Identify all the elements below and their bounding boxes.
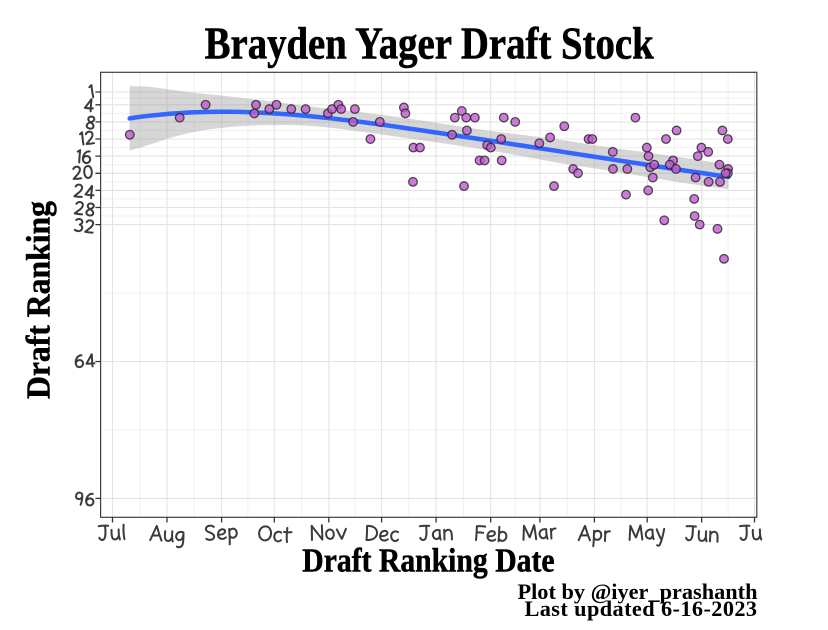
svg-text:Brayden Yager Draft Stock: Brayden Yager Draft Stock [205, 18, 654, 69]
svg-text:Plot by @iyer_prashanth: Plot by @iyer_prashanth [517, 579, 758, 605]
svg-text:Draft Ranking: Draft Ranking [21, 200, 58, 399]
svg-text:Draft Ranking Date: Draft Ranking Date [302, 541, 554, 578]
svg-text:Last updated 6-16-2023: Last updated 6-16-2023 [524, 596, 757, 621]
